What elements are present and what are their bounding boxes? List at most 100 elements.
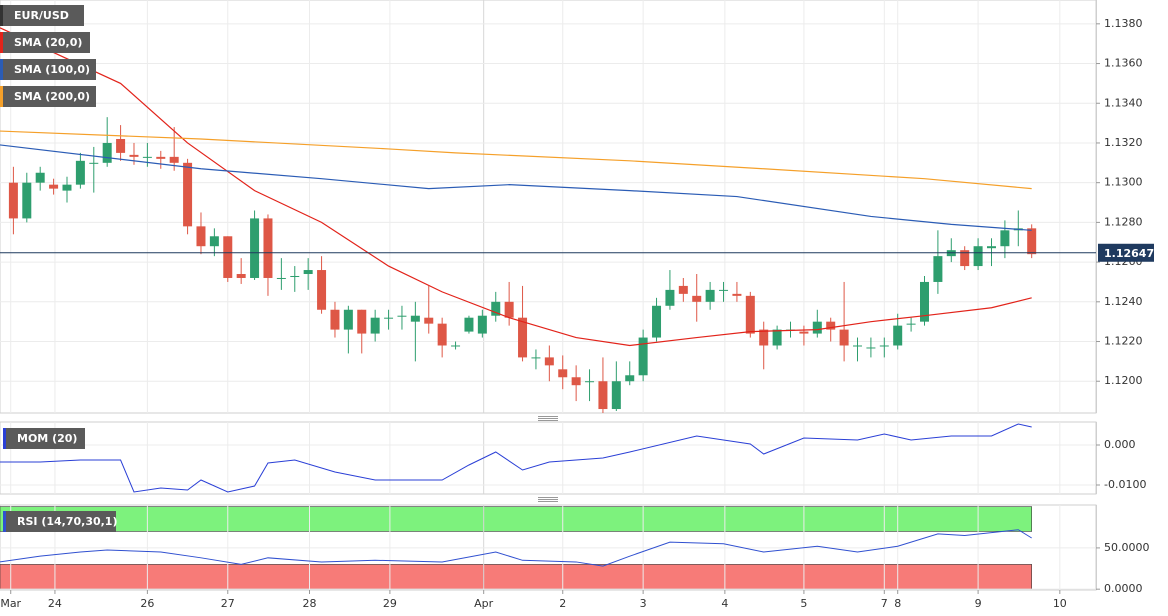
- y-tick-label: 1.1340: [1104, 96, 1143, 109]
- candle-body: [558, 369, 568, 378]
- candle-body: [250, 218, 260, 278]
- legend-box: [0, 32, 90, 53]
- candle-body: [839, 329, 849, 346]
- candle-body: [384, 317, 394, 319]
- y-tick-label: 1.1200: [1104, 374, 1143, 387]
- candle-body: [183, 162, 193, 227]
- x-tick-label: 8: [894, 597, 901, 610]
- candle-body: [397, 315, 407, 317]
- candle-body: [893, 325, 903, 346]
- candle-body: [196, 226, 206, 247]
- candle-body: [276, 277, 286, 279]
- sma-line: [0, 130, 1032, 190]
- candle-body: [652, 305, 662, 338]
- legend-label: SMA (100,0): [14, 63, 90, 76]
- candle-body: [678, 285, 688, 294]
- last-price-tag: [1098, 243, 1154, 262]
- candle-body: [209, 236, 219, 247]
- candle-body: [504, 301, 514, 318]
- x-tick-label: Apr: [474, 597, 494, 610]
- candle-body: [544, 357, 554, 366]
- indicator-line: [0, 423, 1032, 493]
- x-tick-label: 3: [640, 597, 647, 610]
- y-tick-label: -0.0100: [1104, 478, 1146, 491]
- candle-body: [518, 317, 528, 358]
- x-tick-label: 24: [48, 597, 62, 610]
- candle-body: [437, 323, 447, 346]
- candle-body: [759, 329, 769, 346]
- x-tick-label: 27: [221, 597, 235, 610]
- x-tick-label: 7: [881, 597, 888, 610]
- legend-swatch: [0, 59, 3, 80]
- y-tick-label: 1.1280: [1104, 215, 1143, 228]
- legend-label: MOM (20): [17, 432, 77, 445]
- legend-box: [0, 59, 96, 80]
- y-tick-label: 1.1300: [1104, 176, 1143, 189]
- candle-body: [853, 345, 863, 347]
- candle-body: [317, 270, 327, 310]
- candle-body: [263, 218, 273, 278]
- legend-label: SMA (20,0): [14, 36, 82, 49]
- indicator-line: [0, 529, 1032, 567]
- candle-body: [424, 317, 434, 324]
- legend-box: [3, 511, 116, 532]
- band: [0, 506, 1032, 532]
- candle-body: [919, 281, 929, 322]
- candle-body: [585, 381, 595, 383]
- candle-body: [129, 154, 139, 157]
- candle-body: [772, 329, 782, 346]
- candle-body: [1027, 228, 1037, 255]
- legend-box: [0, 86, 96, 107]
- candle-body: [303, 270, 313, 275]
- candle-body: [223, 236, 233, 278]
- sma-line: [0, 144, 1032, 231]
- candle-body: [75, 160, 85, 185]
- candle-body: [973, 246, 983, 267]
- candle-body: [169, 156, 179, 163]
- candle-body: [571, 377, 581, 386]
- candle-body: [960, 250, 970, 267]
- candle-body: [665, 289, 675, 306]
- candle-body: [156, 156, 166, 159]
- candle-body: [719, 289, 729, 291]
- legend-swatch: [3, 428, 6, 449]
- candle-body: [1000, 230, 1010, 247]
- candle-body: [879, 345, 889, 347]
- x-tick-label: 29: [383, 597, 397, 610]
- candle-body: [933, 256, 943, 282]
- candle-body: [343, 309, 353, 330]
- y-tick-label: 0.000: [1104, 438, 1136, 451]
- candle-body: [35, 172, 45, 183]
- last-price-label: 1.12647: [1104, 247, 1154, 260]
- x-tick-label: 26: [140, 597, 154, 610]
- candle-body: [598, 381, 608, 410]
- candle-body: [906, 323, 916, 325]
- candle-body: [625, 375, 635, 382]
- candle-body: [370, 317, 380, 334]
- candle-body: [116, 138, 126, 153]
- candle-body: [102, 142, 112, 163]
- candle-body: [491, 301, 501, 316]
- candle-body: [236, 274, 246, 278]
- y-tick-label: 1.1380: [1104, 17, 1143, 30]
- x-tick-label: 28: [303, 597, 317, 610]
- legend-label: EUR/USD: [14, 9, 69, 22]
- y-tick-label: 50.0000: [1104, 541, 1150, 554]
- x-tick-label: 10: [1053, 597, 1067, 610]
- candle-body: [22, 182, 32, 219]
- candle-body: [49, 184, 59, 189]
- candle-body: [986, 246, 996, 249]
- panel: [0, 421, 1097, 495]
- x-tick-label: 2: [559, 597, 566, 610]
- legend-swatch: [0, 86, 3, 107]
- legend-swatch: [3, 511, 6, 532]
- candle-body: [142, 156, 152, 158]
- candle-body: [705, 289, 715, 302]
- candle-body: [357, 309, 367, 334]
- x-tick-label: 4: [721, 597, 728, 610]
- band: [0, 564, 1032, 590]
- x-tick-label: Mar: [0, 597, 21, 610]
- candle-body: [799, 331, 809, 334]
